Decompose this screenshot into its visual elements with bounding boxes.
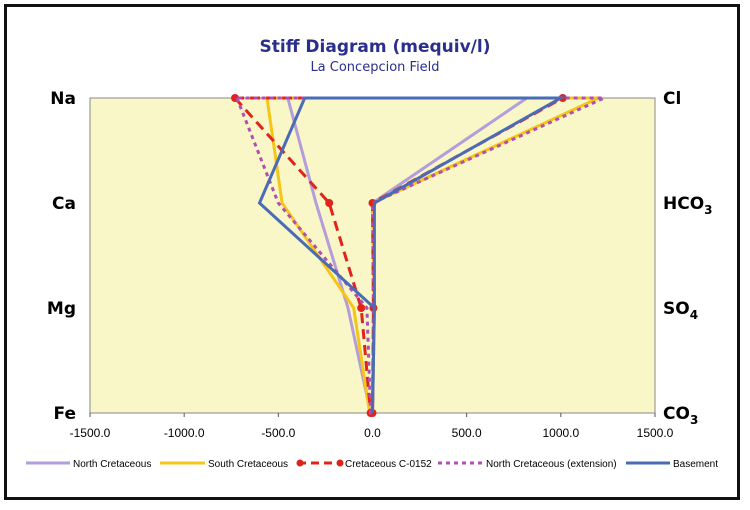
x-tick-label: 0.0 xyxy=(364,426,381,440)
series-marker xyxy=(325,199,334,207)
series-line xyxy=(235,96,605,415)
x-tick-label: 500.0 xyxy=(452,426,482,440)
right-ion-label: CO3 xyxy=(663,404,698,427)
series-marker xyxy=(357,304,366,312)
left-ion-label: Ca xyxy=(52,194,76,214)
legend-marker xyxy=(336,459,344,467)
legend: North Cretaceous South Cretaceous Cretaceo… xyxy=(26,459,718,470)
left-ion-label: Fe xyxy=(54,404,76,424)
legend-label: North Cretaceous xyxy=(73,459,151,470)
ion-labels: Na Ca Mg Fe Cl HCO3 SO4 CO3 xyxy=(47,89,713,427)
chart-title: Stiff Diagram (mequiv/l) xyxy=(260,37,491,57)
chart-subtitle: La Concepcion Field xyxy=(310,60,439,75)
series-layer xyxy=(231,94,605,417)
x-tick-label: -1000.0 xyxy=(164,426,205,440)
right-ion-label: Cl xyxy=(663,89,681,109)
legend-marker xyxy=(296,459,304,467)
x-tick-label: -500.0 xyxy=(261,426,295,440)
x-tick-label: 1000.0 xyxy=(542,426,579,440)
right-ion-label: SO4 xyxy=(663,299,698,322)
right-ion-label: HCO3 xyxy=(663,194,713,217)
x-tick-label: -1500.0 xyxy=(70,426,111,440)
legend-label: South Cretaceous xyxy=(208,459,288,470)
left-ion-label: Na xyxy=(50,89,76,109)
x-tick-label: 1500.0 xyxy=(637,426,674,440)
series-line xyxy=(257,96,567,414)
legend-label: North Cretaceous (extension) xyxy=(486,459,617,470)
left-ion-label: Mg xyxy=(47,299,76,319)
legend-label: Basement xyxy=(673,459,718,470)
legend-label: Cretaceous C-0152 xyxy=(345,459,432,470)
x-axis: -1500.0 -1000.0 -500.0 0.0 500.0 1000.0 1500.0 xyxy=(70,413,674,440)
